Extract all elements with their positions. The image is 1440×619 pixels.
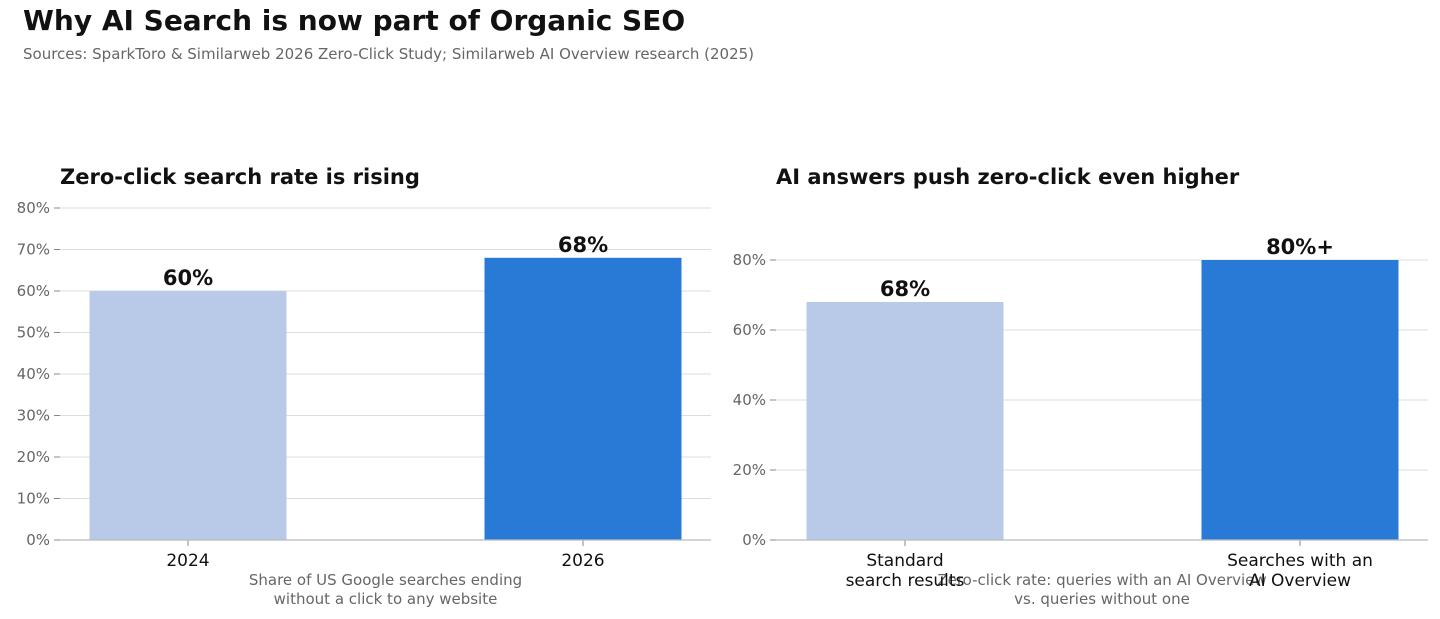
x-axis-label: Zero-click rate: queries with an AI Over… (937, 571, 1266, 608)
bar (806, 302, 1004, 540)
y-tick-label: 60% (733, 321, 766, 339)
page-title: Why AI Search is now part of Organic SEO (23, 4, 686, 37)
y-tick-label: 40% (17, 365, 50, 383)
bar-value-label: 68% (880, 277, 930, 301)
bar (89, 291, 287, 540)
category-label: Standard search results (846, 551, 965, 591)
y-tick-label: 50% (17, 324, 50, 342)
chart-title: Zero-click search rate is rising (60, 165, 420, 189)
y-tick-label: 20% (733, 461, 766, 479)
y-tick-label: 0% (26, 531, 50, 549)
bar-value-label: 80%+ (1266, 235, 1334, 259)
y-tick-label: 60% (17, 282, 50, 300)
category-label: 2026 (561, 551, 604, 571)
chart-ai-answers: AI answers push zero-click even higher 0%… (733, 165, 1428, 608)
chart-zero-click-rising: Zero-click search rate is rising 0% 10% 20%… (17, 165, 711, 608)
category-label: 2024 (166, 551, 209, 571)
y-tick-label: 80% (17, 199, 50, 217)
bar-value-label: 68% (558, 233, 608, 257)
y-tick-label: 30% (17, 407, 50, 425)
y-tick-label: 20% (17, 448, 50, 466)
category-label: Searches with an AI Overview (1227, 551, 1373, 591)
y-tick-label: 70% (17, 241, 50, 259)
chart-title: AI answers push zero-click even higher (776, 165, 1240, 189)
y-tick-label: 80% (733, 251, 766, 269)
y-tick-label: 10% (17, 490, 50, 508)
page-subtitle: Sources: SparkToro & Similarweb 2026 Zer… (23, 45, 755, 63)
bar (484, 257, 682, 540)
x-axis-label: Share of US Google searches ending withou… (249, 571, 522, 608)
y-tick-label: 40% (733, 391, 766, 409)
bar-value-label: 60% (163, 266, 213, 290)
bar (1201, 260, 1399, 540)
y-tick-label: 0% (742, 531, 766, 549)
